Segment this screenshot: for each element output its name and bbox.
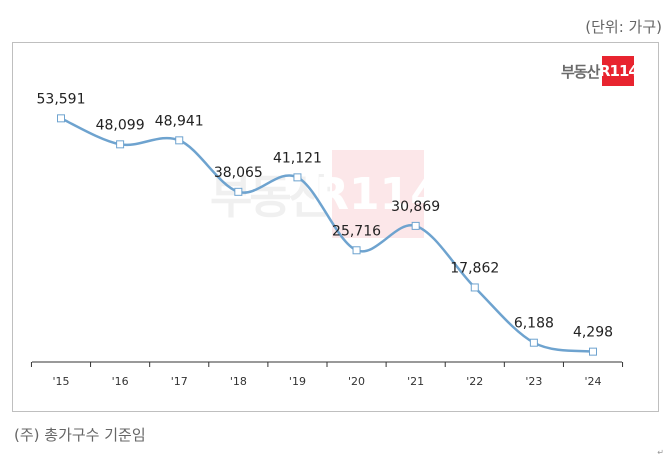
data-point-marker [234,187,243,196]
brand-text: 부동산 [561,62,600,81]
data-label: 17,862 [450,260,499,276]
data-label: 48,099 [96,117,145,133]
x-tick-label: '18 [230,375,247,388]
x-tick-label: '23 [525,375,542,388]
data-point-marker [57,114,65,123]
series-line-group [60,117,594,353]
chart-frame [12,42,659,412]
x-tick-label: '22 [466,375,483,388]
data-point-marker [529,338,538,347]
corner-mark: ↵ [657,448,664,457]
data-point-marker [293,173,302,182]
data-label: 4,298 [573,325,613,341]
x-tick-label: '15 [52,375,69,388]
data-label: 41,121 [273,150,322,166]
x-tick-label: '16 [112,375,129,388]
brand-logo: 부동산 R114 [561,56,639,86]
data-point-marker [175,136,184,145]
data-point-marker [470,283,479,292]
watermark-text: 부동산 [210,170,331,224]
data-label: 48,941 [155,113,204,129]
marker-group [57,114,597,356]
x-tick-label: '19 [289,375,306,388]
data-label: 38,065 [214,165,263,181]
x-tick-label: '21 [407,375,424,388]
data-label: 30,869 [391,199,440,215]
x-tick-label: '17 [171,375,188,388]
data-point-marker [116,140,125,149]
watermark-box: R114 [315,150,441,238]
footnote: (주) 총가구수 기준임 [14,426,146,444]
x-tick-label: '20 [348,375,365,388]
data-point-marker [411,221,420,230]
data-point-marker [589,347,597,356]
data-point-marker [352,246,361,255]
series-line [60,117,594,353]
unit-label: (단위: 가구) [585,18,662,36]
x-tick-label: '24 [584,375,601,388]
data-label: 6,188 [514,316,554,332]
brand-box: R114 [599,56,639,86]
data-label: 25,716 [332,223,381,239]
data-label: 53,591 [37,91,86,107]
watermark-logo: 부동산 R114 [210,150,441,238]
x-axis: '15 '16 '17 '18 '19 '20 '21 '22 '23 '24 [30,361,624,388]
data-label-group: 53,591 48,099 48,941 38,065 41,121 25,716 30,8… [37,91,614,340]
